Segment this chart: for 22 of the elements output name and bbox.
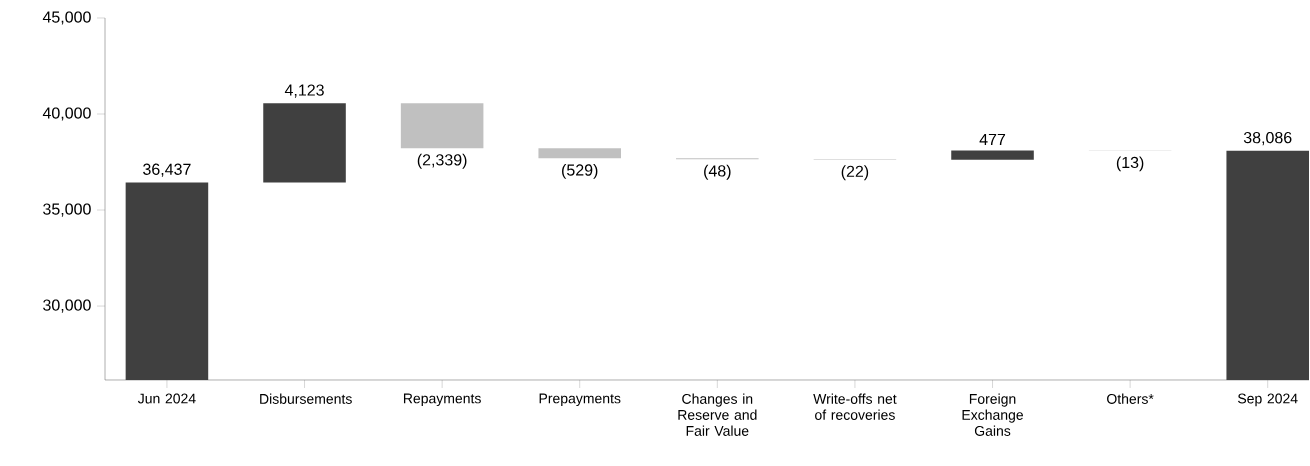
x-tick-label: Changes in Reserve and Fair Value xyxy=(678,393,757,436)
x-tick-label: Others* xyxy=(1107,393,1154,404)
data-label: (22) xyxy=(841,165,869,181)
y-tick-label: 35,000 xyxy=(43,203,91,217)
x-tick-label: Disbursements xyxy=(260,393,352,404)
data-label: (13) xyxy=(1116,156,1144,172)
x-tick-label: Foreign Exchange Gains xyxy=(962,393,1024,436)
y-tick-label: 40,000 xyxy=(42,107,91,121)
y-tick-label: 45,000 xyxy=(42,11,91,25)
data-label: 477 xyxy=(979,133,1006,145)
x-tick-label: Repayments xyxy=(403,393,481,407)
y-tick-label: 30,000 xyxy=(43,299,91,313)
data-label: 4,123 xyxy=(284,84,324,98)
data-label: 36,437 xyxy=(143,163,191,177)
data-label: 38,086 xyxy=(1243,131,1292,146)
x-tick-label: Jun 2024 xyxy=(137,393,196,404)
data-label: (48) xyxy=(704,164,731,180)
data-label: (2,339) xyxy=(417,153,467,169)
x-tick-label: Prepayments xyxy=(539,393,621,407)
x-tick-label: Write-offs net of recoveries xyxy=(813,393,897,420)
data-label: (529) xyxy=(562,163,598,179)
x-tick-label: Sep 2024 xyxy=(1237,393,1298,407)
